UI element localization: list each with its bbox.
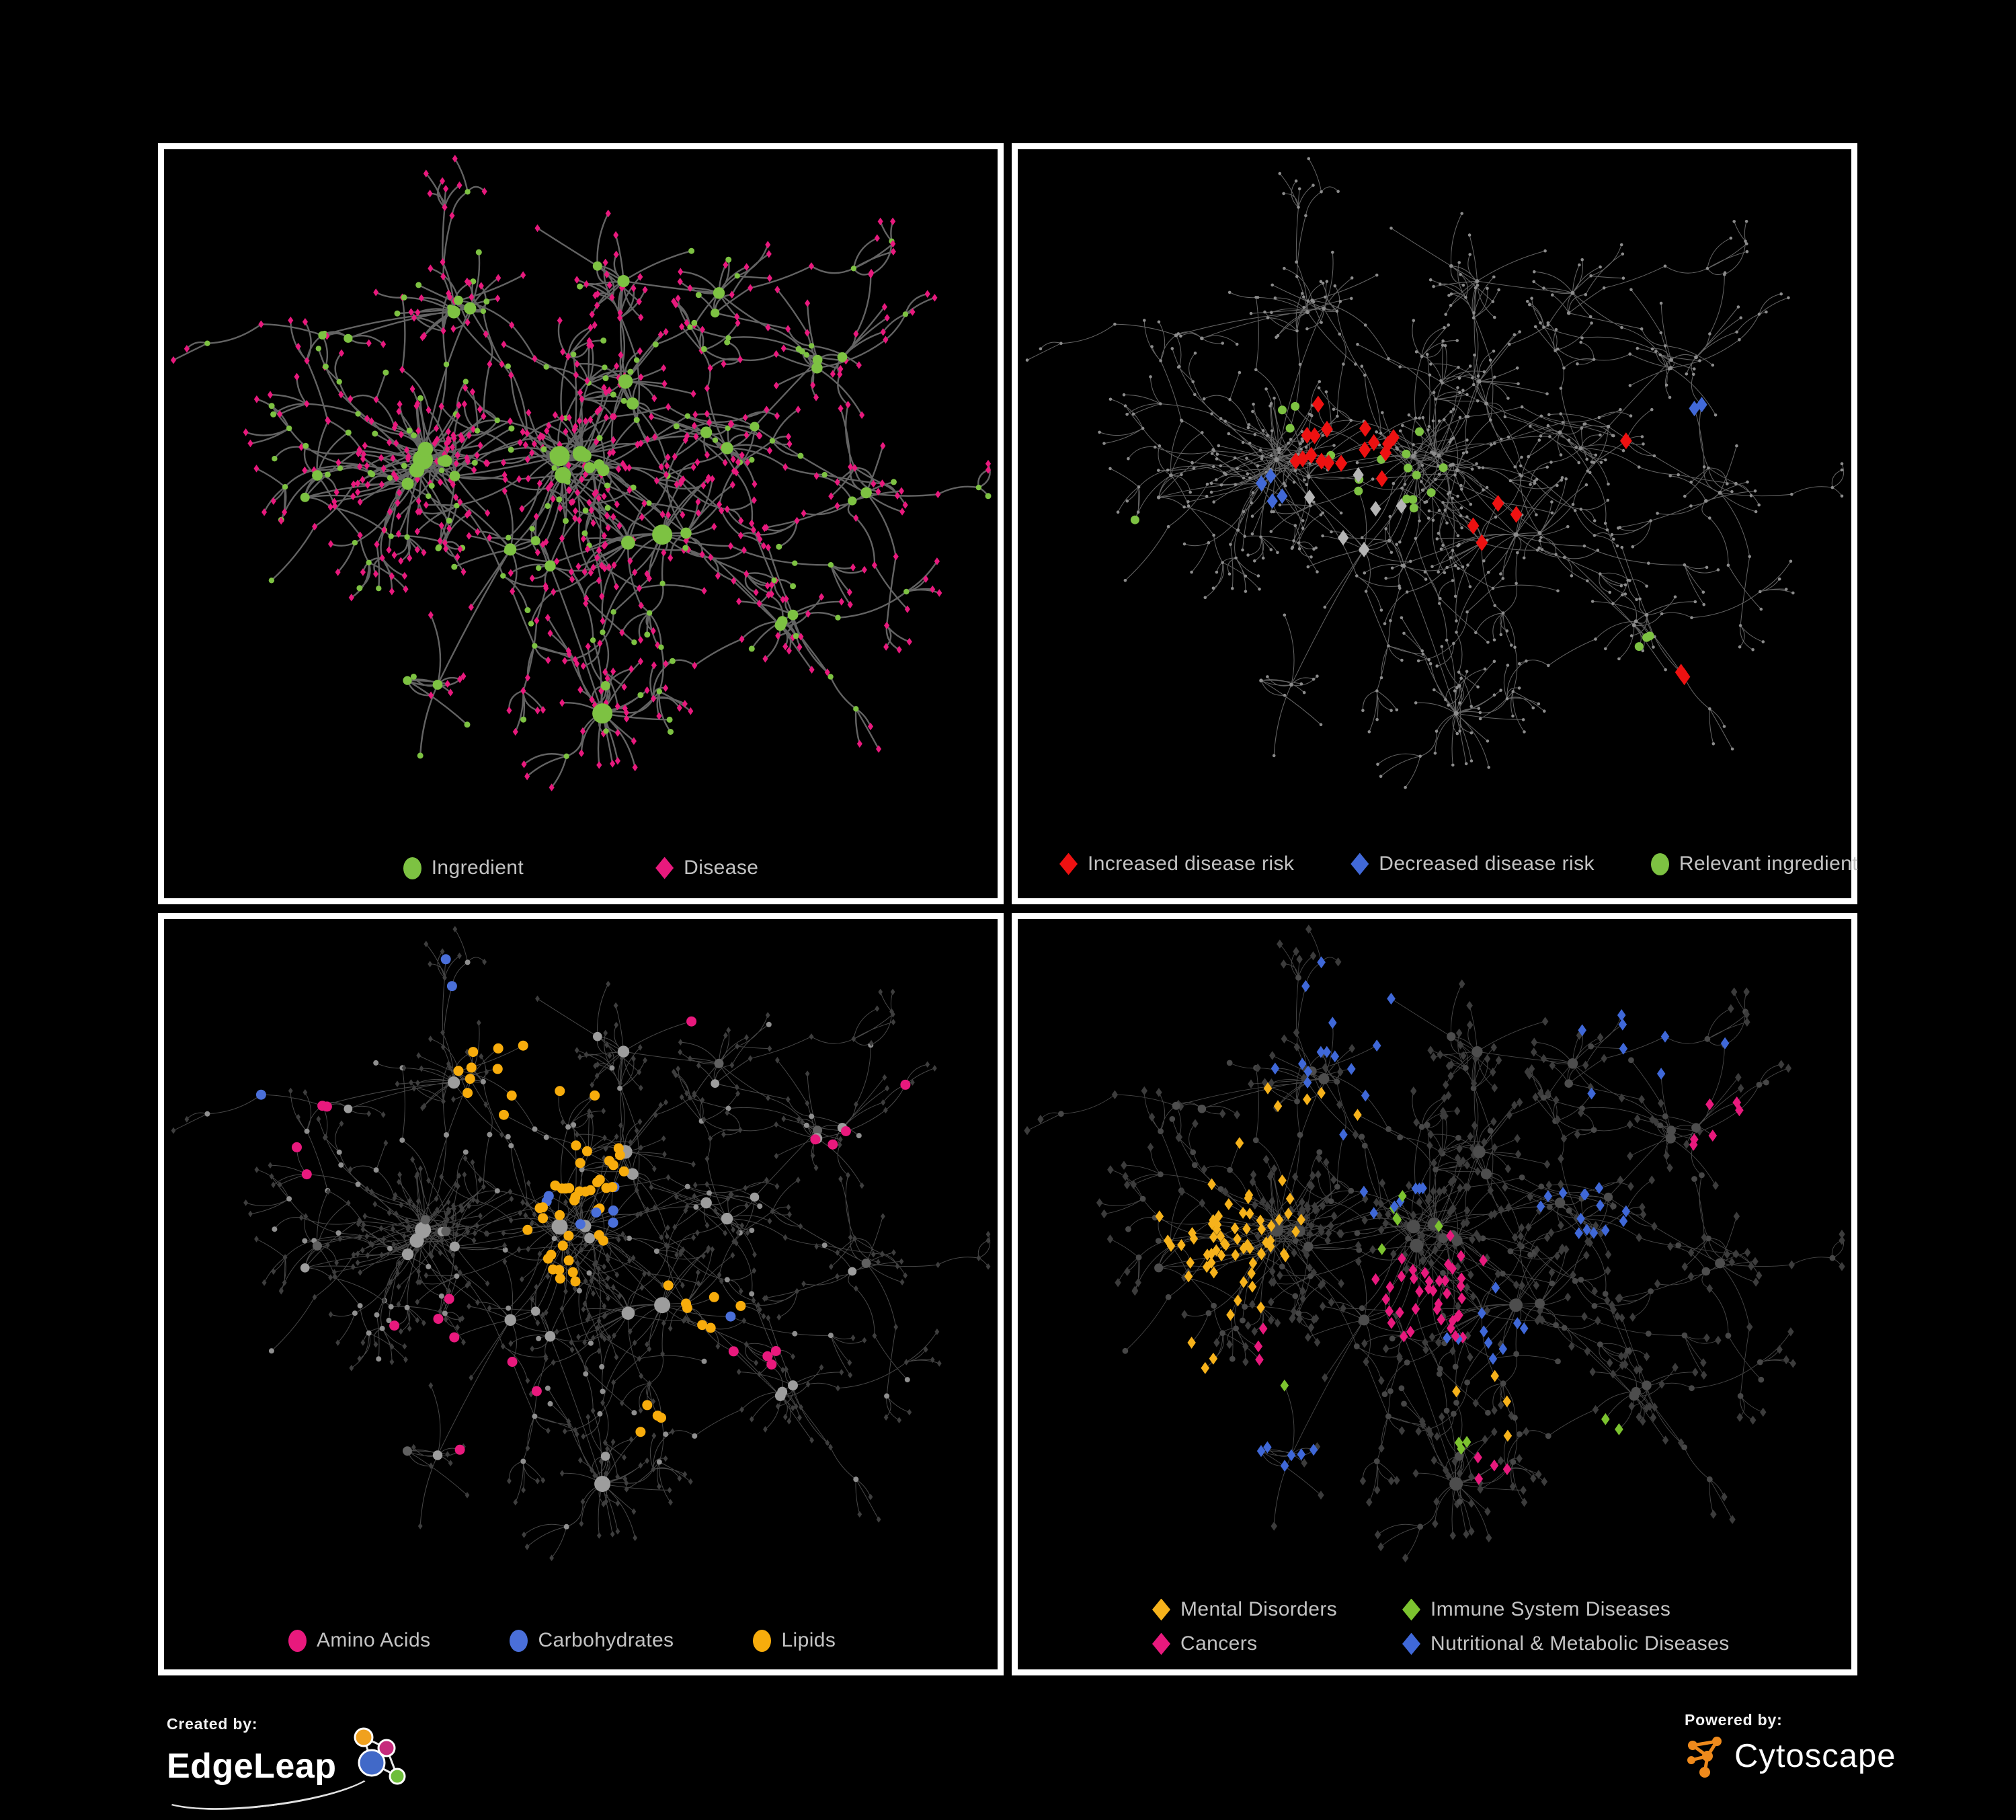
legend-label: Carbohydrates [538,1629,674,1651]
panel-ingredient-disease: Ingredient Disease [158,143,1004,904]
network-graph-ingredient-disease [170,155,992,791]
legend-label: Lipids [781,1629,836,1651]
cytoscape-logo-text: Cytoscape [1734,1738,1896,1774]
legend-item-nutritional-metabolic-diseases: Nutritional & Metabolic Diseases [1402,1632,1730,1655]
diamond-swatch-icon [1152,1632,1170,1655]
network-graph-disease-risk [1025,157,1845,789]
legend-label: Increased disease risk [1088,853,1295,875]
legend-label: Mental Disorders [1180,1598,1338,1620]
network-graph-nutrient-classes [171,926,991,1561]
circle-swatch-icon [753,1629,772,1652]
circle-swatch-icon [510,1629,528,1652]
legend-disease-risk: Increased disease risk Decreased disease … [1059,853,1858,875]
legend-item-disease: Disease [655,857,758,879]
circle-swatch-icon [1650,853,1669,875]
network-graph-disease-categories [1024,924,1845,1562]
diamond-swatch-icon [1152,1598,1170,1621]
legend-label: Ingredient [431,857,524,879]
circle-swatch-icon [288,1629,307,1652]
legend-item-carbohydrates: Carbohydrates [510,1629,674,1652]
edgeleap-logo-text: EdgeLeap [167,1747,337,1786]
legend-item-cancers: Cancers [1152,1632,1402,1655]
legend-label: Relevant ingredient [1679,853,1858,875]
edgeleap-branding: Created by: EdgeLeap [153,1715,419,1820]
diamond-swatch-icon [1402,1598,1420,1621]
powered-by-label: Powered by: [1685,1711,1783,1729]
cytoscape-branding: Powered by: Cytoscape [1685,1711,1896,1779]
legend-nutrient-classes: Amino Acids Carbohydrates Lipids [288,1629,836,1652]
created-by-label: Created by: [167,1715,258,1733]
legend-label: Cancers [1180,1632,1258,1655]
legend-label: Disease [684,857,759,879]
panel-disease-categories: Mental Disorders Immune System Diseases Ca… [1012,913,1857,1675]
diamond-swatch-icon [1402,1632,1420,1655]
circle-swatch-icon [403,857,421,879]
legend-item-immune-system-diseases: Immune System Diseases [1402,1598,1730,1621]
panel-nutrient-classes: Amino Acids Carbohydrates Lipids [158,913,1004,1675]
legend-item-lipids: Lipids [753,1629,836,1652]
legend-label: Amino Acids [317,1629,431,1651]
diamond-swatch-icon [655,857,674,879]
legend-ingredient-disease: Ingredient Disease [164,857,998,879]
legend-item-mental-disorders: Mental Disorders [1152,1598,1402,1621]
legend-item-ingredient: Ingredient [403,857,524,879]
panel-disease-risk: Increased disease risk Decreased disease … [1012,143,1858,904]
diamond-swatch-icon [1350,853,1369,875]
edgeleap-logo-icon [354,1727,405,1785]
cytoscape-logo-icon [1687,1737,1722,1778]
legend-label: Immune System Diseases [1430,1598,1671,1620]
diamond-swatch-icon [1059,853,1078,875]
legend-label: Nutritional & Metabolic Diseases [1430,1632,1730,1655]
legend-item-increased-disease-risk: Increased disease risk [1059,853,1294,875]
legend-item-decreased-disease-risk: Decreased disease risk [1350,853,1595,875]
legend-item-relevant-ingredient: Relevant ingredient [1650,853,1858,875]
legend-label: Decreased disease risk [1379,853,1595,875]
legend-disease-categories: Mental Disorders Immune System Diseases Ca… [1152,1598,1730,1655]
legend-item-amino-acids: Amino Acids [288,1629,430,1652]
